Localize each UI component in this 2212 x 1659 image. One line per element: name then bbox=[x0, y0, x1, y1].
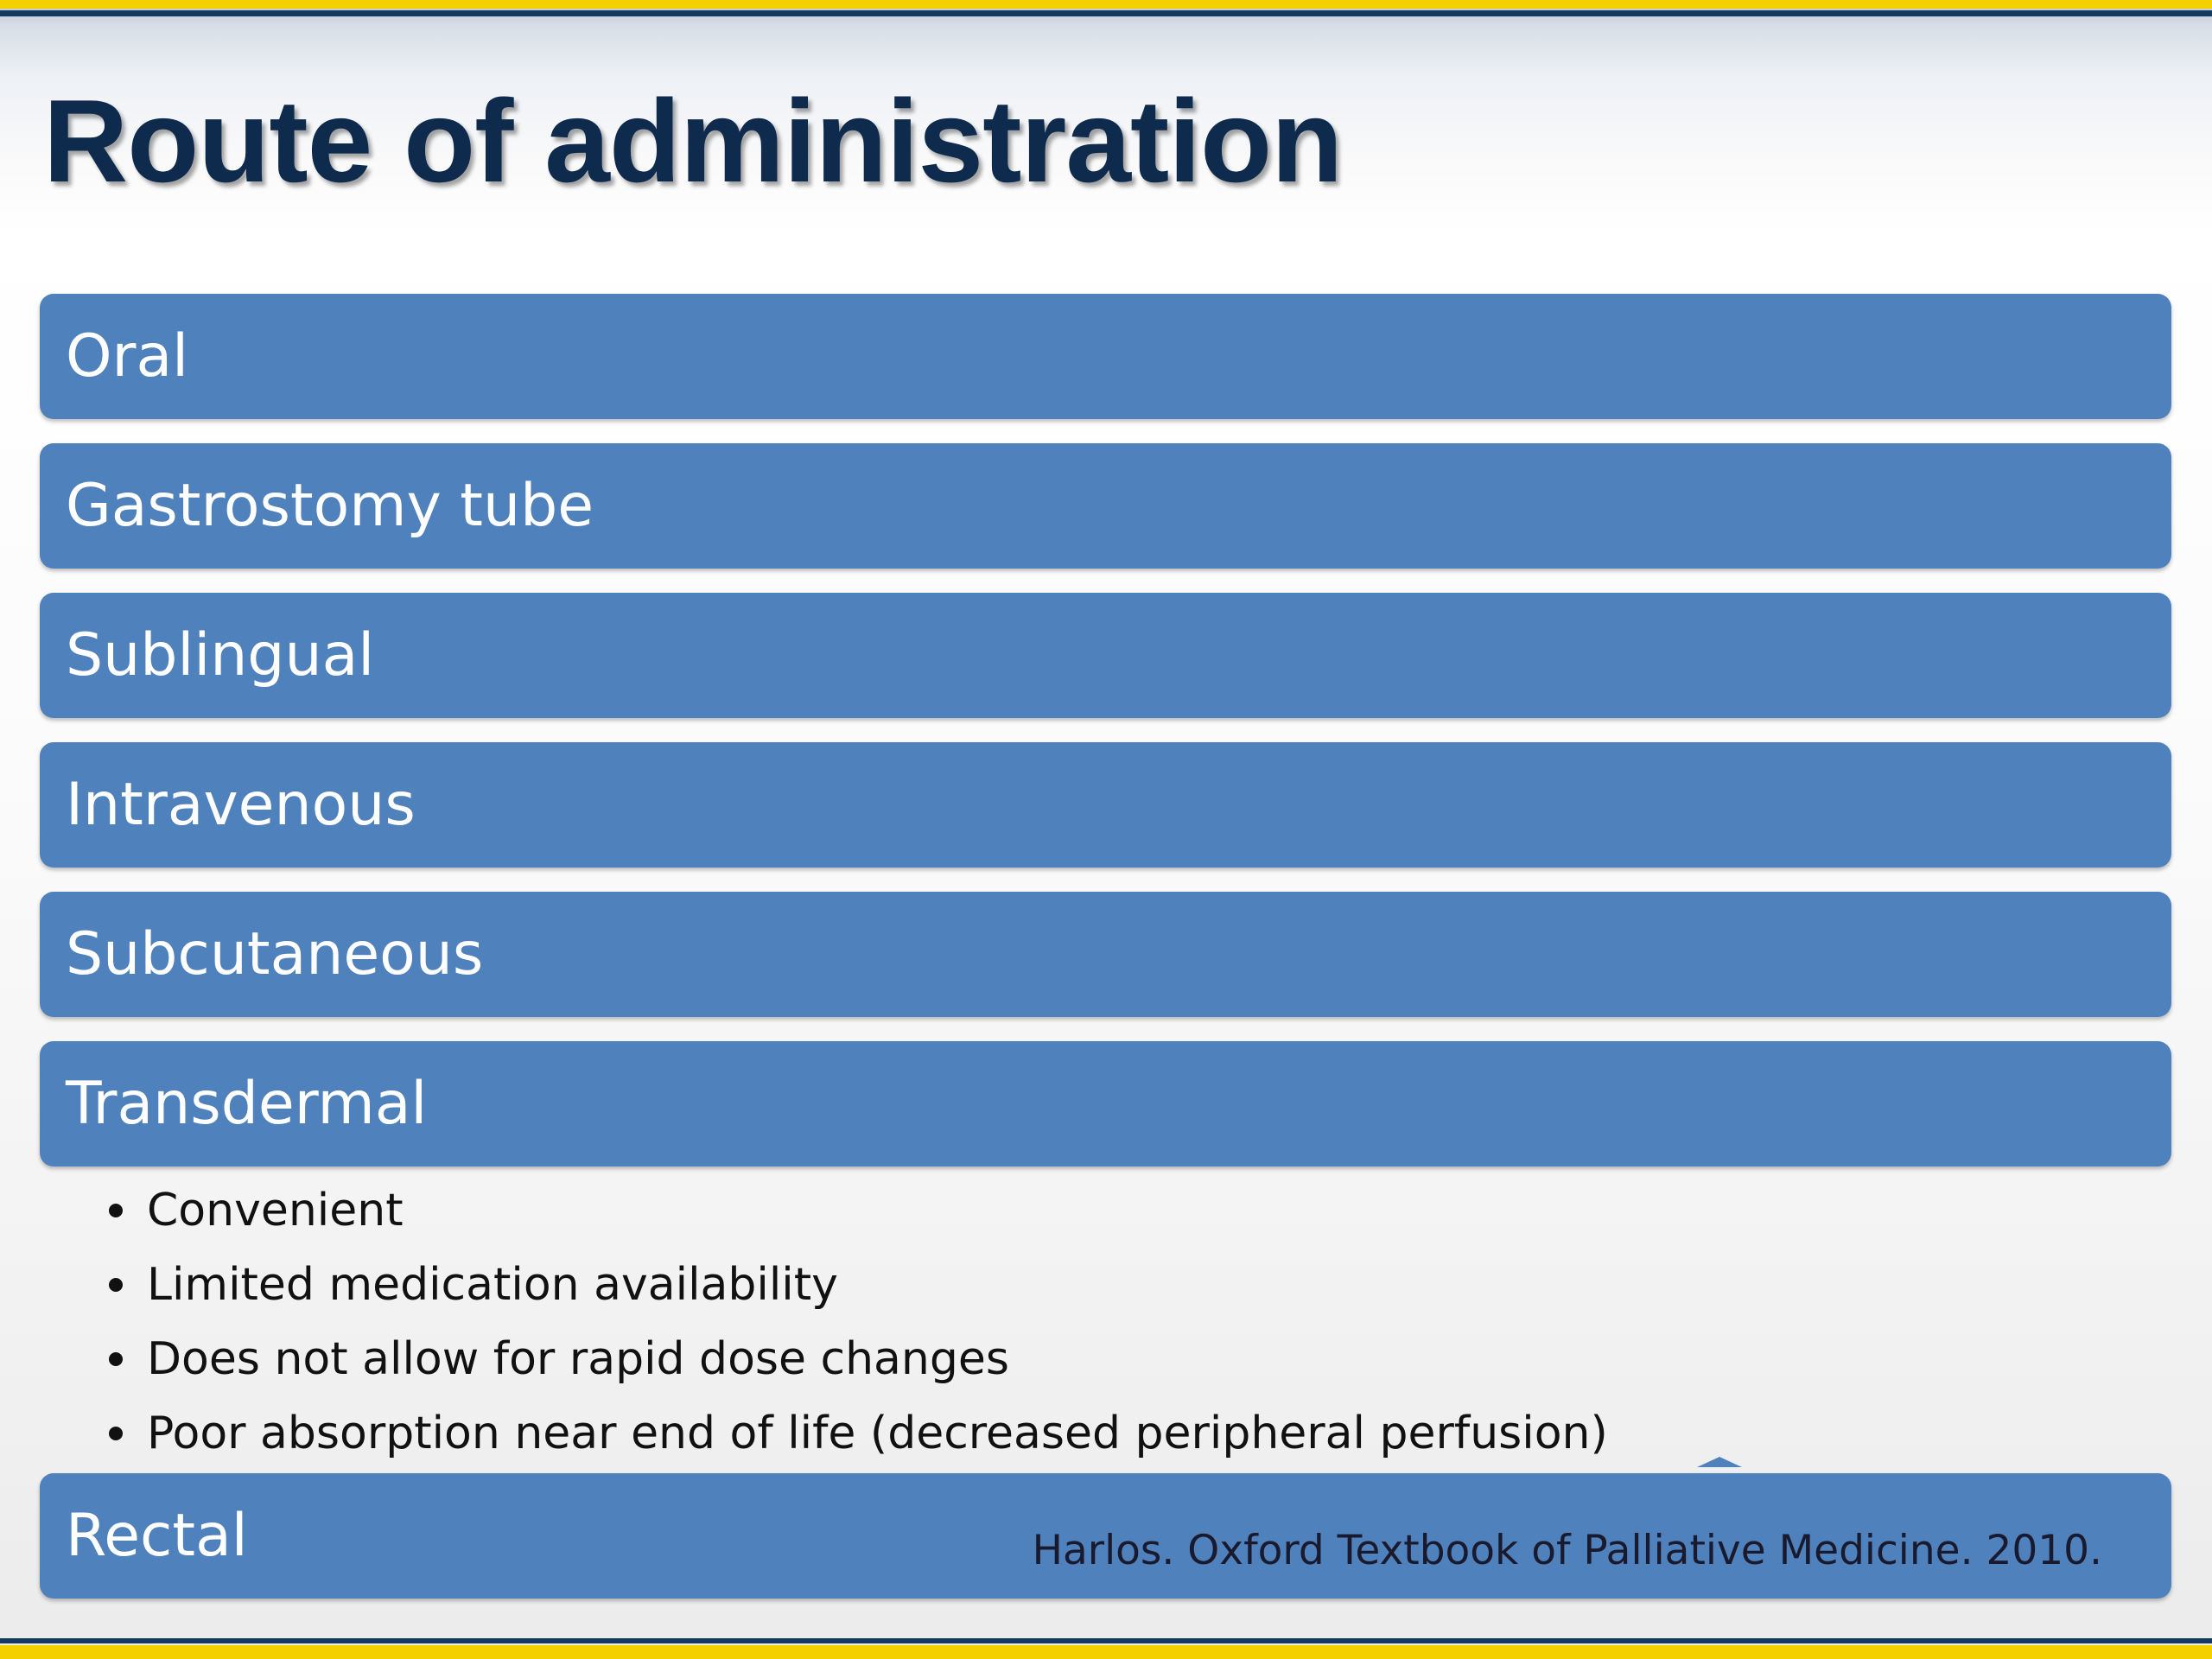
citation: Harlos. Oxford Textbook of Palliative Me… bbox=[1032, 1527, 2102, 1574]
route-label: Transdermal bbox=[66, 1070, 428, 1138]
route-label: Subcutaneous bbox=[66, 920, 484, 988]
route-bar-sublingual: Sublingual bbox=[40, 593, 2171, 718]
route-bar-transdermal: Transdermal bbox=[40, 1041, 2171, 1166]
list-item: Limited medication availability bbox=[102, 1248, 1608, 1322]
top-accent-bars bbox=[0, 0, 2212, 21]
bottom-accent-bars bbox=[0, 1638, 2212, 1659]
route-bar-intravenous: Intravenous bbox=[40, 742, 2171, 868]
route-label: Intravenous bbox=[66, 771, 416, 839]
slide-title: Route of administration bbox=[43, 75, 1343, 207]
connector-triangle-icon bbox=[1697, 1457, 1742, 1467]
list-item: Does not allow for rapid dose changes bbox=[102, 1322, 1608, 1396]
list-item: Poor absorption near end of life (decrea… bbox=[102, 1396, 1608, 1471]
top-yellow-stripe bbox=[0, 0, 2212, 9]
bottom-navy-stripe bbox=[0, 1638, 2212, 1643]
route-label: Sublingual bbox=[66, 621, 375, 690]
route-bar-rectal: Rectal Harlos. Oxford Textbook of Pallia… bbox=[40, 1473, 2171, 1599]
route-label: Gastrostomy tube bbox=[66, 472, 594, 540]
bottom-yellow-stripe bbox=[0, 1645, 2212, 1659]
list-item: Convenient bbox=[102, 1173, 1608, 1248]
transdermal-notes-list: Convenient Limited medication availabili… bbox=[102, 1173, 1608, 1471]
route-label: Rectal bbox=[66, 1502, 248, 1570]
route-label: Oral bbox=[66, 322, 189, 391]
route-bar-gastrostomy-tube: Gastrostomy tube bbox=[40, 443, 2171, 569]
route-bar-oral: Oral bbox=[40, 294, 2171, 419]
top-navy-stripe bbox=[0, 10, 2212, 16]
route-bar-subcutaneous: Subcutaneous bbox=[40, 892, 2171, 1017]
